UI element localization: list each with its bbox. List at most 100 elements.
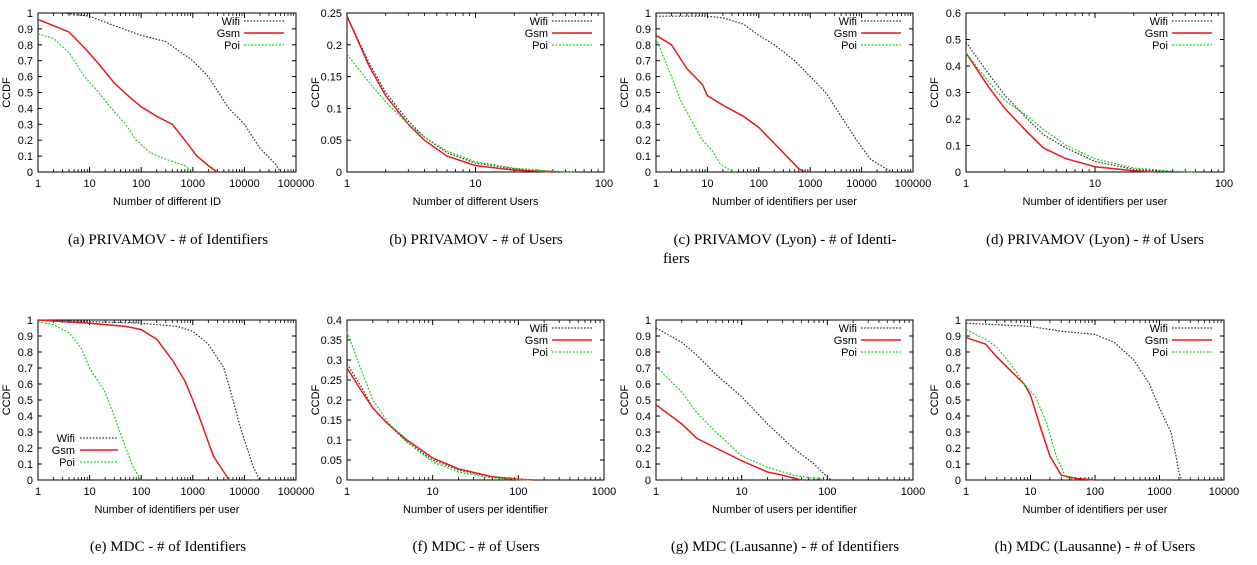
- caption: (h) MDC (Lausanne) - # of Users: [995, 539, 1196, 555]
- chart-panel-c: 0 0.1 0.2 0.3 0.4 0.5 0.6 0.7 0.8 0.9 1 1 10 100 1000 1…: [619, 8, 931, 267]
- caption: (e) MDC - # of Identifiers: [90, 539, 246, 555]
- y-tick-label: 0.7: [18, 56, 33, 68]
- y-tick-label: 0.1: [636, 459, 651, 471]
- y-tick-label: 0.1: [946, 141, 961, 153]
- x-tick-label: 100: [750, 178, 768, 190]
- series-line-gsm: [37, 319, 230, 481]
- plot-frame: [965, 12, 1225, 173]
- y-axis-label: CCDF: [619, 384, 631, 415]
- x-tick-label: 10: [427, 486, 439, 498]
- x-tick-label: 100: [1215, 178, 1233, 190]
- series-line-poi: [346, 53, 576, 173]
- plot-frame: [655, 12, 914, 173]
- legend-label-wifi: Wifi: [1150, 323, 1168, 335]
- x-tick-label: 100000: [895, 178, 932, 190]
- legend-label-poi: Poi: [532, 40, 548, 52]
- y-tick-label: 0.1: [18, 459, 33, 471]
- y-tick-label: 0.9: [636, 24, 651, 36]
- x-tick-label: 100: [1086, 486, 1104, 498]
- series-line-wifi: [965, 41, 1173, 173]
- legend-label-poi: Poi: [224, 40, 240, 52]
- y-tick-label: 0.5: [18, 88, 33, 100]
- chart-panel-b: 0 0.05 0.1 0.15 0.2 0.25 1 10 100 Number of diffe…: [310, 8, 613, 248]
- legend-label-gsm: Gsm: [834, 28, 857, 40]
- caption-continuation: fiers: [663, 251, 690, 267]
- x-axis-label: Number of identifiers per user: [95, 504, 240, 516]
- caption: (b) PRIVAMOV - # of Users: [389, 232, 563, 248]
- y-tick-label: 0.4: [327, 315, 342, 327]
- y-tick-label: 0.1: [636, 151, 651, 163]
- plot-frame: [37, 319, 297, 481]
- caption: (f) MDC - # of Users: [412, 539, 539, 555]
- series-line-wifi: [965, 322, 1183, 481]
- y-tick-label: 0.7: [946, 363, 961, 375]
- legend-label-gsm: Gsm: [525, 28, 548, 40]
- y-tick-label: 1: [27, 315, 33, 327]
- plot-frame: [346, 319, 605, 481]
- y-tick-label: 0.3: [636, 119, 651, 131]
- y-tick-label: 0.4: [946, 411, 961, 423]
- x-tick-label: 100: [595, 178, 613, 190]
- legend-label-wifi: Wifi: [530, 16, 548, 28]
- series-line-poi: [655, 38, 736, 173]
- chart-panel-d: 0 0.1 0.2 0.3 0.4 0.5 0.6 1 10 100 Number of ident…: [929, 8, 1233, 248]
- x-tick-label: 1000: [901, 486, 925, 498]
- y-tick-label: 0.4: [18, 103, 33, 115]
- y-tick-label: 0.7: [636, 363, 651, 375]
- y-tick-label: 0.8: [946, 347, 961, 359]
- series-line-wifi: [656, 15, 893, 173]
- y-tick-label: 1: [645, 8, 651, 20]
- y-tick-label: 0.5: [946, 395, 961, 407]
- y-tick-label: 0.05: [321, 135, 342, 147]
- y-tick-label: 0.1: [327, 435, 342, 447]
- chart-panel-h: 0 0.1 0.2 0.3 0.4 0.5 0.6 0.7 0.8 0.9 1 1 10 100 1000 1…: [929, 315, 1239, 555]
- y-tick-label: 0.8: [18, 347, 33, 359]
- legend-label-poi: Poi: [1152, 347, 1168, 359]
- legend-label-wifi: Wifi: [1150, 16, 1168, 28]
- series-line-gsm: [346, 367, 534, 481]
- x-tick-label: 10: [701, 178, 713, 190]
- y-tick-label: 0: [955, 475, 961, 487]
- x-axis-label: Number of users per identifier: [712, 504, 857, 516]
- y-tick-label: 0.4: [946, 61, 961, 73]
- y-tick-label: 0.8: [18, 40, 33, 52]
- caption: (a) PRIVAMOV - # of Identifiers: [68, 232, 268, 248]
- y-tick-label: 0.3: [18, 119, 33, 131]
- x-tick-label: 100: [132, 178, 150, 190]
- x-tick-label: 100000: [278, 486, 315, 498]
- x-tick-label: 10000: [1209, 486, 1240, 498]
- y-tick-label: 0.25: [321, 8, 342, 20]
- y-tick-label: 0.05: [321, 455, 342, 467]
- series-line-gsm: [965, 52, 1157, 173]
- legend-label-wifi: Wifi: [530, 323, 548, 335]
- y-tick-label: 0.2: [327, 395, 342, 407]
- y-tick-label: 0.6: [946, 379, 961, 391]
- y-tick-label: 0.6: [636, 72, 651, 84]
- y-axis-label: CCDF: [310, 384, 322, 415]
- legend-label-poi: Poi: [841, 40, 857, 52]
- plot-frame: [655, 319, 914, 481]
- y-tick-label: 0.2: [327, 40, 342, 52]
- y-tick-label: 0.1: [18, 151, 33, 163]
- x-axis-label: Number of identifiers per user: [1023, 196, 1168, 208]
- series-line-poi: [655, 365, 828, 481]
- y-tick-label: 0.15: [321, 415, 342, 427]
- x-axis-label: Number of different Users: [413, 196, 539, 208]
- chart-panel-g: 0 0.1 0.2 0.3 0.4 0.5 0.6 0.7 0.8 0.9 1 1 10 100 1000 N…: [619, 315, 925, 555]
- y-tick-label: 0.7: [636, 56, 651, 68]
- x-axis-label: Number of different ID: [113, 196, 221, 208]
- x-tick-label: 1: [653, 486, 659, 498]
- legend-label-wifi: Wifi: [57, 433, 75, 445]
- y-tick-label: 0: [955, 167, 961, 179]
- y-tick-label: 0.2: [18, 135, 33, 147]
- y-tick-label: 0.9: [946, 331, 961, 343]
- series-line-wifi: [38, 12, 282, 173]
- y-tick-label: 0: [336, 475, 342, 487]
- x-tick-label: 10000: [229, 486, 260, 498]
- y-axis-label: CCDF: [929, 384, 941, 415]
- plot-frame: [965, 319, 1225, 481]
- y-tick-label: 0.3: [636, 427, 651, 439]
- y-axis-label: CCDF: [1, 77, 13, 108]
- x-tick-label: 1000: [1147, 486, 1171, 498]
- plot-frame: [346, 12, 605, 173]
